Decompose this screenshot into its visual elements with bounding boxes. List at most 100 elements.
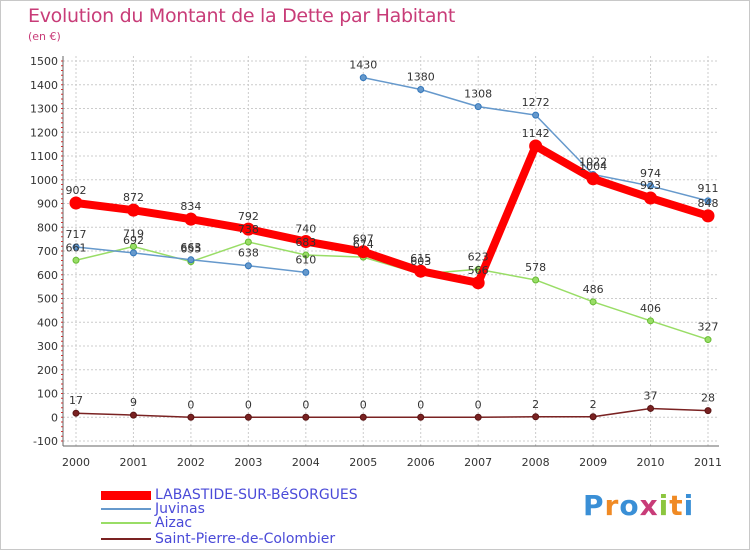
data-point-saint-pierre [244, 413, 252, 421]
data-label-aizac: 661 [66, 241, 87, 254]
x-tick-label: 2010 [637, 456, 665, 469]
data-label-juvinas: 911 [698, 182, 719, 195]
data-point-labastide [126, 203, 140, 217]
y-tick-label: 400 [37, 316, 58, 329]
data-label-juvinas: 717 [66, 228, 87, 241]
data-label-saint-pierre: 9 [130, 396, 137, 409]
chart-title: Evolution du Montant de la Dette par Hab… [28, 5, 456, 27]
y-tick-label: 700 [37, 245, 58, 258]
data-point-labastide [529, 139, 543, 153]
y-tick-label: 1400 [30, 79, 58, 92]
data-point-juvinas [704, 197, 712, 205]
data-label-aizac: 603 [410, 255, 431, 268]
logo-letter: i [683, 489, 695, 522]
data-point-juvinas [532, 111, 540, 119]
y-tick-label: 600 [37, 269, 58, 282]
x-tick-label: 2000 [62, 456, 90, 469]
data-point-aizac [244, 238, 252, 246]
data-label-aizac: 655 [180, 243, 201, 256]
data-label-labastide: 923 [640, 179, 661, 192]
x-tick-label: 2007 [464, 456, 492, 469]
y-tick-label: 200 [37, 364, 58, 377]
data-label-saint-pierre: 2 [532, 398, 539, 411]
data-label-juvinas: 1380 [407, 71, 435, 84]
data-point-labastide [184, 212, 198, 226]
legend-item-juvinas: Juvinas [101, 501, 205, 517]
data-point-saint-pierre [359, 413, 367, 421]
legend-swatch-saint-pierre [101, 538, 151, 540]
data-label-labastide: 566 [468, 264, 489, 277]
data-label-labastide: 697 [353, 233, 374, 246]
logo-letter: t [669, 489, 684, 522]
data-label-labastide: 1142 [522, 127, 550, 140]
data-point-saint-pierre [72, 409, 80, 417]
data-label-saint-pierre: 0 [302, 398, 309, 411]
x-tick-label: 2011 [694, 456, 722, 469]
y-tick-label: 500 [37, 293, 58, 306]
logo-letter: P [583, 489, 605, 522]
data-label-aizac: 719 [123, 227, 144, 240]
data-label-juvinas: 610 [295, 253, 316, 266]
data-point-saint-pierre [417, 413, 425, 421]
x-tick-label: 2005 [349, 456, 377, 469]
logo-letter: r [604, 489, 620, 522]
data-label-saint-pierre: 0 [245, 398, 252, 411]
data-label-labastide: 740 [295, 223, 316, 236]
legend-label-labastide: LABASTIDE-SUR-BéSORGUES [155, 487, 358, 503]
legend-swatch-labastide [101, 490, 151, 500]
data-label-labastide: 792 [238, 210, 259, 223]
data-label-labastide: 615 [410, 252, 431, 265]
data-label-aizac: 683 [295, 236, 316, 249]
data-point-saint-pierre [129, 411, 137, 419]
data-point-juvinas [302, 268, 310, 276]
data-point-labastide [586, 172, 600, 186]
series-line-aizac [75, 241, 709, 341]
data-point-juvinas [359, 74, 367, 82]
data-point-saint-pierre [647, 404, 655, 412]
y-tick-label: 0 [51, 411, 58, 424]
axes: -100010020030040050060070080090010001100… [30, 55, 722, 469]
data-point-aizac [72, 256, 80, 264]
series-line-labastide [72, 142, 712, 287]
logo-letter: o [619, 489, 640, 522]
data-label-saint-pierre: 0 [475, 398, 482, 411]
data-point-saint-pierre [302, 413, 310, 421]
series-line-saint-pierre [75, 407, 709, 418]
data-point-aizac [647, 317, 655, 325]
data-label-saint-pierre: 17 [69, 394, 83, 407]
legend-item-aizac: Aizac [101, 515, 192, 531]
grid-lines [63, 56, 719, 446]
data-point-juvinas [244, 262, 252, 270]
data-point-labastide [701, 209, 715, 223]
proxiti-logo: Proxiti [583, 489, 694, 522]
x-tick-label: 2009 [579, 456, 607, 469]
x-tick-label: 2004 [292, 456, 320, 469]
data-point-labastide [644, 191, 658, 205]
data-label-aizac: 486 [583, 283, 604, 296]
y-tick-label: 1300 [30, 103, 58, 116]
data-label-juvinas: 1272 [522, 96, 550, 109]
data-point-saint-pierre [589, 413, 597, 421]
data-point-juvinas [72, 243, 80, 251]
data-label-juvinas: 1308 [464, 88, 492, 101]
series-lines [69, 74, 715, 421]
data-point-saint-pierre [187, 413, 195, 421]
x-tick-label: 2006 [407, 456, 435, 469]
y-tick-label: 1200 [30, 126, 58, 139]
data-point-labastide [69, 196, 83, 210]
data-point-aizac [589, 298, 597, 306]
data-point-juvinas [417, 86, 425, 93]
x-tick-label: 2002 [177, 456, 205, 469]
logo-letter: i [658, 489, 670, 522]
y-tick-label: -100 [33, 435, 58, 448]
data-point-juvinas [474, 103, 482, 111]
data-point-aizac [302, 251, 310, 259]
legend-label-juvinas: Juvinas [155, 501, 205, 517]
data-point-labastide [414, 264, 428, 278]
data-label-aizac: 578 [525, 261, 546, 274]
data-label-labastide: 848 [698, 197, 719, 210]
x-tick-label: 2001 [119, 456, 147, 469]
data-point-saint-pierre [704, 407, 712, 415]
